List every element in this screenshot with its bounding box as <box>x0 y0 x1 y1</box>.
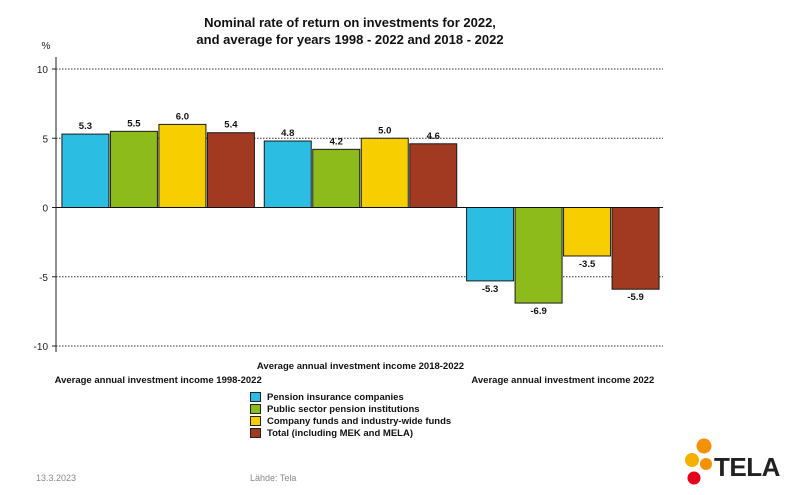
data-label: -5.9 <box>627 292 643 303</box>
data-label: -3.5 <box>579 259 596 270</box>
bar <box>466 207 515 282</box>
logo-dot-red <box>687 471 701 485</box>
bar <box>109 130 158 208</box>
bar <box>563 207 612 257</box>
y-tick-label: -10 <box>34 342 49 353</box>
bar <box>360 137 409 208</box>
bar <box>514 207 563 304</box>
bar <box>312 148 361 208</box>
data-label: 4.6 <box>427 131 440 142</box>
legend-item: Pension insurance companies <box>250 391 451 403</box>
bar <box>61 133 110 208</box>
y-unit-label: % <box>42 41 51 52</box>
legend-item: Total (including MEK and MELA) <box>250 427 451 439</box>
bar <box>263 140 312 209</box>
y-tick-label: 5 <box>42 134 48 145</box>
category-label: Average annual investment income 2018-20… <box>257 361 464 372</box>
logo-dot-yellow <box>685 453 699 467</box>
y-tick-label: -5 <box>39 273 48 284</box>
data-label: 5.4 <box>224 120 238 131</box>
data-label: 6.0 <box>176 111 189 122</box>
tela-dots-logo-icon <box>685 438 712 485</box>
legend-swatch <box>250 428 261 438</box>
legend-item: Public sector pension institutions <box>250 403 451 415</box>
footer-date: 13.3.2023 <box>36 473 77 483</box>
footer-source: Lähde: Tela <box>250 473 297 483</box>
legend-swatch <box>250 416 261 426</box>
data-label: 5.5 <box>127 118 141 129</box>
logo-dot-orange-top <box>696 438 712 454</box>
logo-dot-orange-mid <box>700 458 712 470</box>
bar <box>158 123 207 208</box>
y-tick-label: 0 <box>42 204 48 215</box>
legend-label: Company funds and industry-wide funds <box>267 415 452 427</box>
bar <box>206 132 255 209</box>
y-tick-label: 10 <box>37 65 49 76</box>
data-label: 5.0 <box>378 125 391 136</box>
bar <box>409 143 458 208</box>
legend-label: Public sector pension institutions <box>267 403 420 415</box>
data-label: -5.3 <box>482 284 498 295</box>
legend-label: Pension insurance companies <box>267 391 404 403</box>
chart-title-line2: and average for years 1998 - 2022 and 20… <box>196 32 504 47</box>
chart-legend: Pension insurance companies Public sector… <box>250 391 451 439</box>
data-label: 4.2 <box>330 136 343 147</box>
data-label: -6.9 <box>530 306 546 317</box>
category-label: Average annual investment income 1998-20… <box>55 375 262 386</box>
legend-swatch <box>250 392 261 402</box>
legend-item: Company funds and industry-wide funds <box>250 415 451 427</box>
data-label: 4.8 <box>281 128 294 139</box>
chart-title-line1: Nominal rate of return on investments fo… <box>204 15 496 30</box>
bar <box>611 207 660 290</box>
logo-text: TELA <box>714 452 780 482</box>
legend-swatch <box>250 404 261 414</box>
chart-title: Nominal rate of return on investments fo… <box>0 14 700 48</box>
category-label: Average annual investment income 2022 <box>471 375 654 386</box>
data-label: 5.3 <box>79 121 92 132</box>
legend-label: Total (including MEK and MELA) <box>267 427 414 439</box>
